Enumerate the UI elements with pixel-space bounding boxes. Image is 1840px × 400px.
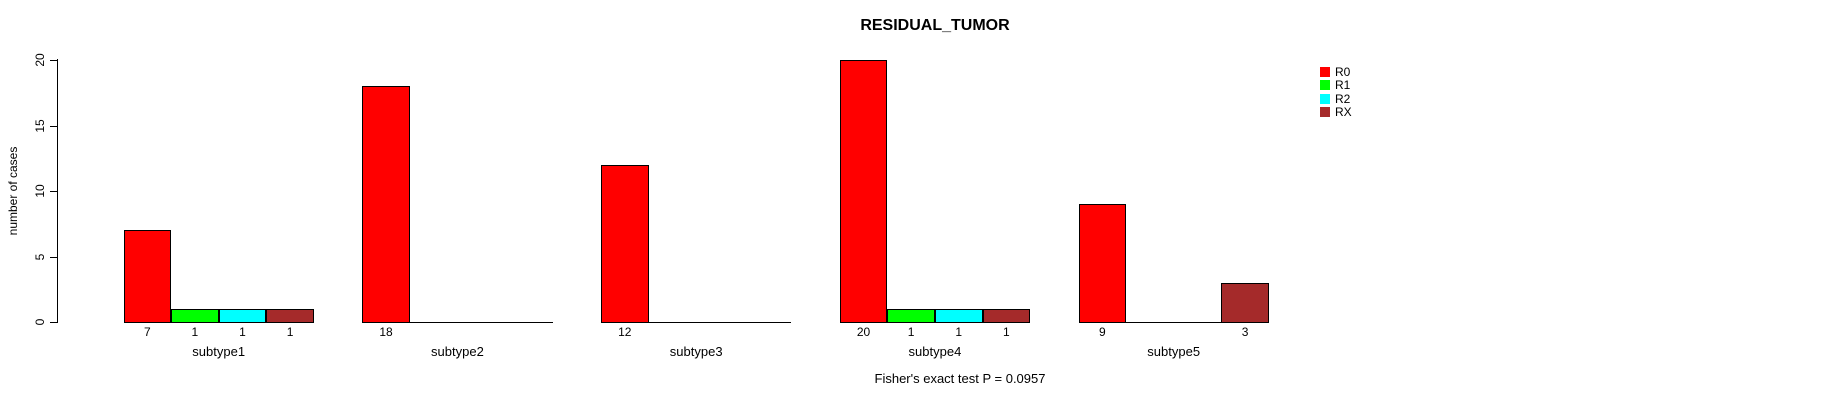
legend-swatch-R0 [1320, 67, 1330, 77]
y-tick [50, 191, 57, 192]
bar-value-label: 1 [955, 325, 963, 339]
y-axis-line [57, 59, 58, 323]
group-baseline [362, 322, 553, 323]
bar-subtype5-R0 [1078, 204, 1127, 323]
bar-value-label: 1 [286, 325, 294, 339]
bar-value-label: 7 [143, 325, 151, 339]
bar-subtype1-R0 [123, 230, 172, 323]
y-tick [50, 125, 57, 127]
bar-subtype4-R2 [934, 308, 983, 323]
bar-value-label: 1 [1003, 325, 1010, 339]
x-category-label: subtype1 [192, 344, 246, 359]
bar-value-label: 1 [191, 325, 199, 339]
y-tick [50, 256, 57, 258]
y-tick [50, 322, 57, 323]
y-tick-label: 5 [33, 253, 47, 260]
group-baseline [1078, 322, 1269, 323]
bar-value-label: 1 [239, 325, 246, 339]
legend-swatch-R2 [1320, 93, 1330, 104]
legend-label-R2: R2 [1335, 91, 1351, 106]
x-category-label: subtype2 [431, 344, 484, 359]
bar-value-label: 3 [1241, 325, 1249, 339]
bar-value-label: 20 [856, 325, 871, 339]
legend-label-RX: RX [1335, 104, 1352, 119]
bar-value-label: 9 [1098, 325, 1106, 339]
bar-subtype4-R0 [839, 60, 888, 323]
y-tick-label: 0 [33, 318, 47, 326]
bar-subtype1-RX [266, 308, 314, 323]
bar-subtype4-R1 [887, 308, 935, 323]
legend-label-R1: R1 [1335, 78, 1351, 93]
x-category-label: subtype3 [669, 344, 723, 359]
bar-value-label: 18 [379, 325, 393, 339]
y-tick [50, 60, 57, 61]
bar-subtype1-R2 [218, 308, 267, 323]
legend-swatch-RX [1320, 106, 1330, 117]
bar-subtype1-R1 [171, 308, 219, 323]
bar-subtype5-RX [1221, 282, 1269, 323]
y-tick-label: 20 [33, 53, 47, 67]
x-category-label: subtype4 [908, 344, 962, 359]
y-tick-label: 15 [33, 118, 47, 133]
y-axis-label: number of cases [6, 146, 20, 236]
bar-value-label: 12 [618, 325, 632, 339]
legend-swatch-R1 [1320, 80, 1330, 91]
group-baseline [601, 322, 792, 323]
chart-title: RESIDUAL_TUMOR [860, 17, 1010, 34]
bar-subtype2-R0 [362, 86, 410, 323]
bar-subtype4-RX [982, 308, 1031, 323]
footnote: Fisher's exact test P = 0.0957 [874, 371, 1046, 386]
legend-label-R0: R0 [1335, 65, 1351, 79]
y-tick-label: 10 [33, 184, 47, 198]
bar-value-label: 1 [907, 325, 915, 339]
bar-subtype3-R0 [601, 164, 649, 323]
x-category-label: subtype5 [1147, 344, 1201, 359]
